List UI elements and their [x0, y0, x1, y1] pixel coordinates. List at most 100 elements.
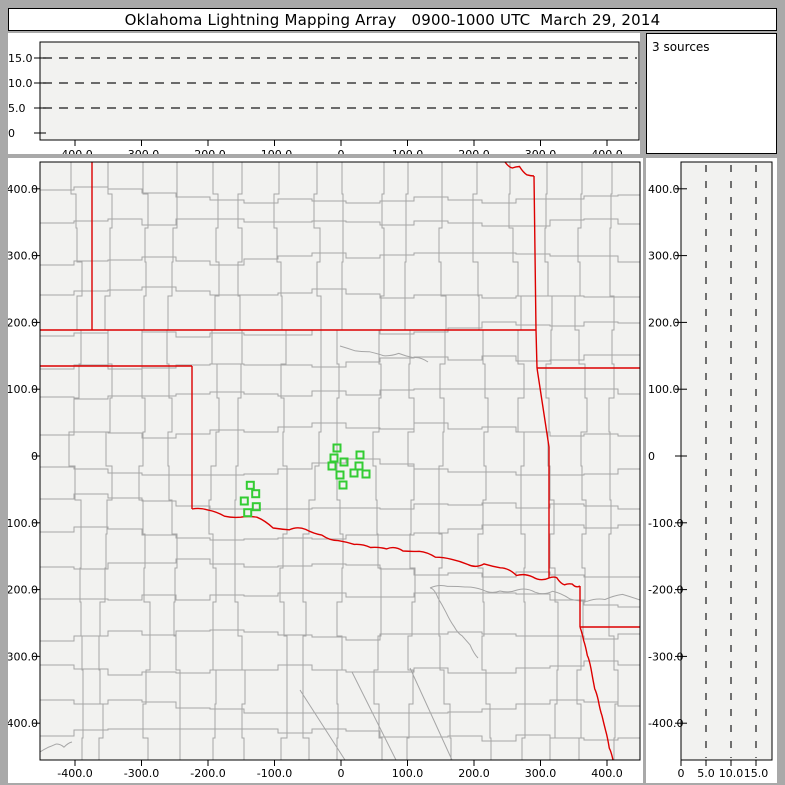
county-line: [472, 162, 492, 760]
county-line: [40, 524, 640, 541]
ew-km-tick-label: 400.0: [591, 767, 623, 780]
ns-km-tick-label: -300.0: [648, 650, 683, 663]
altitude-ns-panel: 400.0 300.0 200.0 100.0 0 -100.0 -200.0 -300.0 -…: [646, 158, 777, 783]
altitude-ew-panel: 0 5.0 10.0 15.0 -400.0 -300.0 -200.0 -100.0 0 100…: [8, 33, 640, 154]
lma-station-marker: [251, 502, 261, 512]
county-line: [40, 728, 640, 742]
ew-km-tick-label: -400.0: [57, 767, 92, 780]
ew-km-tick-label: -100.0: [257, 148, 292, 154]
ew-km-tick-label: 100.0: [392, 767, 424, 780]
ns-km-tick-label: -200.0: [8, 584, 38, 597]
county-line: [40, 660, 640, 676]
ns-km-tick-label: 100.0: [648, 383, 680, 396]
county-line: [40, 354, 640, 370]
plan-view-panel: -400.0 -400.0 -300.0 -300.0 -200.0 -200.0 -100…: [8, 158, 643, 783]
ew-km-tick-label: 0: [338, 767, 345, 780]
lma-station-marker: [349, 468, 359, 478]
county-line: [302, 162, 322, 760]
county-line: [438, 162, 452, 760]
ew-km-tick-label: 100.0: [392, 148, 424, 154]
altitude-tick-label: 15.0: [8, 52, 33, 65]
county-line: [544, 162, 559, 760]
state-border-line: [533, 175, 538, 369]
altitude-tick-label: 5.0: [8, 102, 26, 115]
altitude-tick-label: 10.0: [8, 77, 33, 90]
county-boundaries: [40, 162, 640, 760]
title-bar: Oklahoma Lightning Mapping Array 0900-10…: [8, 8, 777, 31]
lma-station-marker: [361, 469, 371, 479]
ns-km-tick-label: 300.0: [8, 250, 38, 263]
county-line: [273, 162, 288, 760]
ns-km-tick-label: -400.0: [8, 717, 38, 730]
ew-km-tick-label: -100.0: [257, 767, 292, 780]
county-line: [299, 689, 346, 760]
county-line: [40, 458, 640, 476]
ns-km-tick-label: -100.0: [8, 517, 38, 530]
sources-box: 3 sources: [646, 33, 777, 154]
altitude-ew-plot[interactable]: 0 5.0 10.0 15.0 -400.0 -300.0 -200.0 -100.0 0 100…: [8, 33, 640, 154]
ew-km-tick-label: 0: [338, 148, 345, 154]
river-line: [429, 585, 640, 602]
ew-km-tick-label: -200.0: [190, 767, 225, 780]
state-border-line: [579, 626, 614, 760]
ns-km-tick-label: 200.0: [8, 316, 38, 329]
ew-km-tick-label: 200.0: [458, 767, 490, 780]
county-line: [372, 162, 385, 760]
lma-station-marker: [245, 480, 255, 490]
county-line: [40, 493, 640, 510]
ew-km-tick-label: 300.0: [525, 767, 557, 780]
lma-station-marker: [355, 450, 365, 460]
ns-km-tick-label: 0: [31, 450, 38, 463]
altitude-ns-plot[interactable]: 400.0 300.0 200.0 100.0 0 -100.0 -200.0 -300.0 -…: [646, 158, 777, 783]
ns-km-tick-label: 400.0: [8, 183, 38, 196]
ew-km-tick-label: 200.0: [458, 148, 490, 154]
plan-view-map-plot[interactable]: -400.0 -400.0 -300.0 -300.0 -200.0 -200.0 -100…: [8, 158, 643, 783]
county-line: [40, 218, 640, 227]
state-border-line: [504, 162, 535, 177]
sources-count-label: 3 sources: [652, 40, 710, 54]
altitude-tick-label: 5.0: [697, 767, 715, 780]
lma-station-marker: [243, 508, 253, 518]
river-line: [429, 587, 479, 659]
alt-ns-gridlines: [705, 165, 757, 758]
county-line: [40, 699, 640, 714]
county-line: [166, 162, 181, 760]
ew-km-tick-label: -200.0: [190, 148, 225, 154]
county-line: [40, 558, 640, 578]
map-plot-frame: [39, 161, 641, 761]
ns-km-tick-label: 0: [648, 450, 655, 463]
lma-station-marker: [338, 480, 348, 490]
lma-station-marker: [354, 461, 364, 471]
county-line: [608, 162, 619, 760]
county-line: [138, 162, 151, 760]
county-line: [574, 162, 588, 760]
alt-ew-plot-area[interactable]: [39, 41, 640, 141]
altitude-tick-label: 0: [678, 767, 685, 780]
county-line: [68, 162, 84, 760]
altitude-tick-label: 10.0: [719, 767, 744, 780]
ew-km-tick-label: -300.0: [124, 148, 159, 154]
lma-station-marker: [251, 489, 261, 499]
page-title: Oklahoma Lightning Mapping Array 0900-10…: [124, 10, 661, 29]
ns-km-tick-label: 400.0: [648, 183, 680, 196]
ns-km-tick-label: 200.0: [648, 316, 680, 329]
ns-km-tick-label: -200.0: [648, 584, 683, 597]
county-line: [40, 422, 640, 439]
ew-km-tick-label: 400.0: [591, 148, 623, 154]
county-line: [40, 592, 640, 608]
ns-km-tick-label: -300.0: [8, 650, 38, 663]
ew-km-tick-label: -400.0: [57, 148, 92, 154]
state-border-line: [536, 367, 550, 578]
county-line: [40, 388, 640, 400]
ns-km-tick-label: 100.0: [8, 383, 38, 396]
county-line: [40, 629, 640, 642]
ew-km-tick-label: 300.0: [525, 148, 557, 154]
alt-ns-plot-area[interactable]: [680, 161, 773, 761]
station-markers: [239, 443, 371, 518]
altitude-tick-label: 15.0: [744, 767, 769, 780]
lma-station-marker: [339, 457, 349, 467]
state-border-line: [548, 576, 581, 588]
river-line: [40, 741, 73, 753]
lma-station-marker: [335, 470, 345, 480]
